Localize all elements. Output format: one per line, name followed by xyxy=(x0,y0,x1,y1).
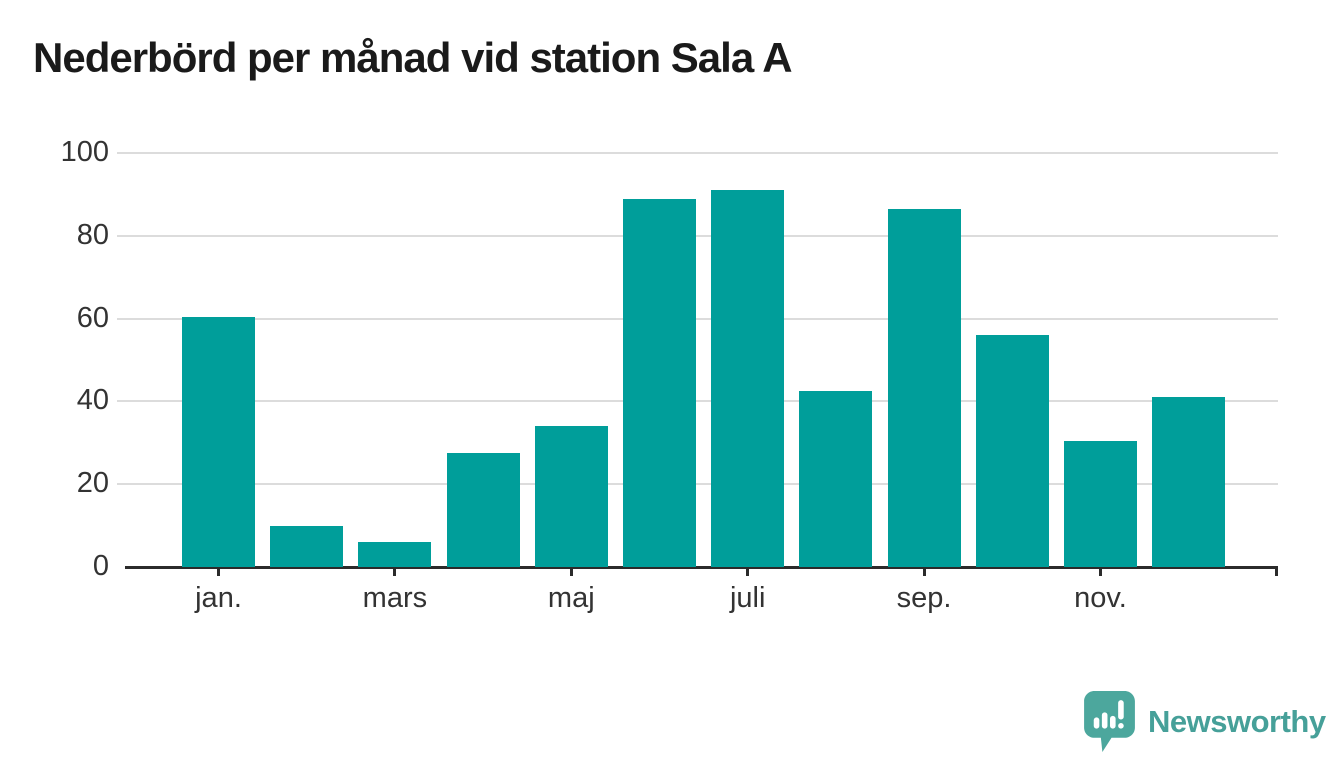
x-axis-label-nov.: nov. xyxy=(1074,582,1127,614)
x-axis-label-juli: juli xyxy=(729,582,766,614)
x-axis-tick-juli xyxy=(746,567,750,576)
y-axis-label-20: 20 xyxy=(76,467,109,500)
bar-month-4 xyxy=(446,453,520,567)
gridline-y-20 xyxy=(117,483,1278,486)
y-axis-label-60: 60 xyxy=(76,301,109,334)
y-axis-label-100: 100 xyxy=(60,135,109,168)
newsworthy-brand: Newsworthy xyxy=(1084,691,1326,753)
newsworthy-wordmark: Newsworthy xyxy=(1148,704,1326,739)
x-axis-tick-maj xyxy=(569,567,573,576)
bar-month-5 xyxy=(534,426,608,567)
gridline-y-60 xyxy=(117,317,1278,320)
x-axis-label-maj: maj xyxy=(547,582,595,614)
bar-month-3 xyxy=(358,542,432,567)
bar-month-6 xyxy=(623,198,696,567)
x-axis-label-mars: mars xyxy=(362,582,428,614)
x-axis-label-jan.: jan. xyxy=(195,582,242,614)
bar-month-7 xyxy=(711,190,785,567)
gridline-y-80 xyxy=(117,234,1278,237)
gridline-y-100 xyxy=(117,152,1278,154)
plot-area: 0 20 40 60 80 100 jan. mars maj juli sep. nov. xyxy=(61,136,1278,614)
x-axis-tick-nov. xyxy=(1099,567,1102,576)
y-axis-label-80: 80 xyxy=(76,218,109,251)
x-axis-line xyxy=(125,566,1278,569)
bar-month-9 xyxy=(887,208,961,567)
x-axis-tick-mars xyxy=(393,567,397,576)
bar-month-1 xyxy=(182,316,255,567)
x-axis-tick-jan. xyxy=(217,567,220,576)
bar-month-12 xyxy=(1152,397,1226,567)
gridline-y-40 xyxy=(117,400,1278,403)
x-axis-label-sep.: sep. xyxy=(896,582,952,614)
y-axis-label-40: 40 xyxy=(76,384,109,417)
chart-title: Nederbörd per månad vid station Sala A xyxy=(33,34,793,81)
x-axis-tick-sep. xyxy=(922,567,926,576)
bar-month-10 xyxy=(975,335,1049,567)
x-axis-end-tick xyxy=(1275,567,1278,576)
bar-month-11 xyxy=(1064,440,1137,567)
bar-month-8 xyxy=(799,391,873,567)
bar-month-2 xyxy=(270,525,344,567)
y-axis-label-0: 0 xyxy=(92,549,109,582)
newsworthy-logo-icon xyxy=(1084,691,1135,752)
